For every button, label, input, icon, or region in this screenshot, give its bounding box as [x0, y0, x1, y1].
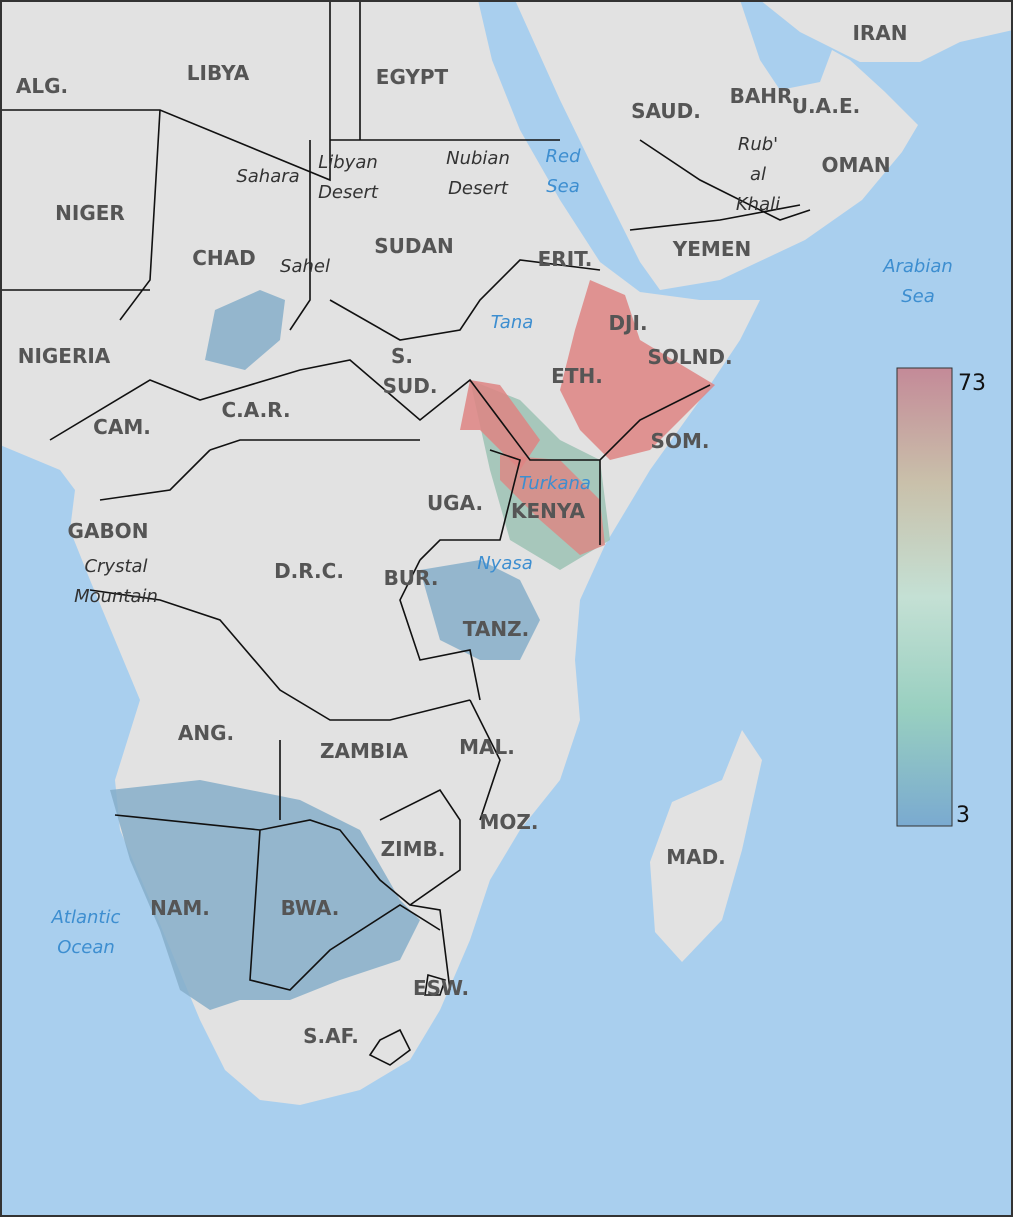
border	[0, 0, 601, 341]
region-label: Sahara	[236, 166, 299, 187]
country-label: UGA.	[427, 491, 483, 515]
country-label: MOZ.	[479, 810, 538, 834]
water-label: Ocean	[57, 937, 115, 958]
border	[49, 359, 711, 991]
region-label: al	[750, 164, 766, 185]
country-label: BUR.	[384, 566, 439, 590]
country-label: NAM.	[150, 896, 210, 920]
country-label: D.R.C.	[274, 559, 344, 583]
country-label: ALG.	[16, 74, 68, 98]
country-label: DJI.	[608, 311, 647, 335]
border	[629, 139, 811, 231]
region-label: Sahel	[280, 256, 330, 277]
colorbar-max-label: 73	[958, 371, 986, 396]
country-label: ZAMBIA	[320, 739, 409, 763]
country-label: S.	[391, 344, 413, 368]
country-label: ANG.	[178, 721, 234, 745]
water-label: Tana	[491, 312, 534, 333]
country-label: NIGERIA	[18, 344, 111, 368]
hazard-patch	[560, 280, 715, 460]
country-label: ERIT.	[538, 247, 593, 271]
country-label: SUDAN	[374, 234, 453, 258]
hazard-patch	[500, 455, 605, 555]
region-label: Rub'	[738, 134, 778, 155]
water-labels: Red Sea Arabian Sea Tana Turkana Nyasa Atlantic…	[51, 146, 953, 958]
border	[0, 0, 331, 182]
water-label: Nyasa	[477, 553, 533, 574]
borders	[0, 0, 811, 1066]
country-label: CAM.	[93, 415, 151, 439]
country-label: IRAN	[852, 21, 907, 45]
colorbar-min-label: 3	[956, 803, 970, 828]
country-labels: ALG. LIBYA EGYPT BAHR. IRAN SAUD. U.A.E.…	[16, 21, 908, 1048]
country-label: GABON	[68, 519, 149, 543]
country-label: C.A.R.	[221, 398, 290, 422]
madagascar	[650, 730, 762, 962]
country-label: YEMEN	[672, 237, 751, 261]
country-label: ETH.	[551, 364, 603, 388]
region-label: Desert	[318, 182, 379, 203]
country-label: BWA.	[281, 896, 340, 920]
region-labels: Sahara Libyan Desert Nubian Desert Sahel Rub' a…	[74, 134, 780, 607]
arabia	[515, 0, 918, 290]
region-label: Desert	[448, 178, 509, 199]
country-label: MAD.	[666, 845, 726, 869]
colorbar	[896, 367, 953, 827]
country-label: CHAD	[192, 246, 256, 270]
hazard-patch	[205, 290, 285, 370]
country-label: EGYPT	[376, 65, 449, 89]
country-label: LIBYA	[187, 61, 250, 85]
country-label: KENYA	[511, 499, 585, 523]
region-label: Libyan	[318, 152, 378, 173]
border	[368, 973, 447, 1066]
country-label: OMAN	[821, 153, 890, 177]
water-label: Red	[545, 146, 581, 167]
water-label: Turkana	[519, 473, 591, 494]
water-label: Sea	[546, 176, 580, 197]
water-label: Atlantic	[51, 907, 121, 928]
region-label: Mountain	[74, 586, 158, 607]
country-label: SUD.	[383, 374, 438, 398]
country-label: ESW.	[413, 976, 469, 1000]
country-label: SAUD.	[631, 99, 701, 123]
iran	[760, 0, 1013, 62]
country-label: TANZ.	[463, 617, 529, 641]
country-label: S.AF.	[303, 1024, 359, 1048]
country-label: SOM.	[651, 429, 710, 453]
country-label: NIGER	[55, 201, 125, 225]
water-label: Sea	[901, 286, 935, 307]
country-label: SOLND.	[647, 345, 732, 369]
water-label: Arabian	[882, 256, 953, 277]
region-label: Crystal	[84, 556, 147, 577]
region-label: Khali	[736, 194, 780, 215]
hazard-patch	[110, 780, 420, 1010]
country-label: BAHR.	[730, 84, 801, 108]
country-label: MAL.	[459, 735, 515, 759]
country-label: U.A.E.	[792, 94, 861, 118]
hazard-patch	[420, 560, 540, 660]
region-label: Nubian	[446, 148, 510, 169]
country-label: ZIMB.	[381, 837, 446, 861]
